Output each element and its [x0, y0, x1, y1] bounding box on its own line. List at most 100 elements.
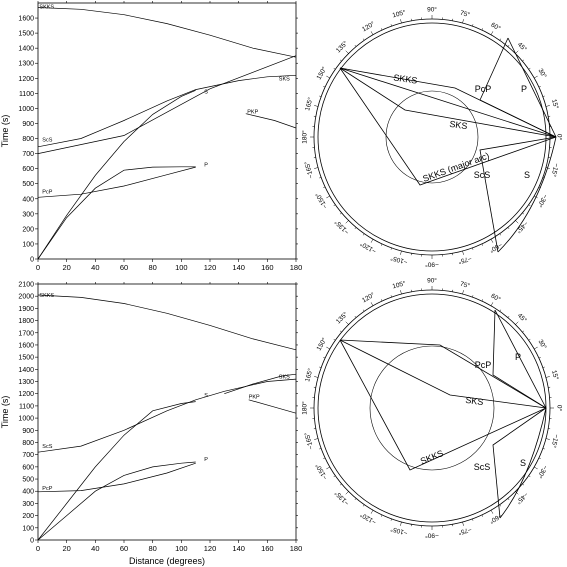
series-pkp-curve: [245, 113, 297, 129]
angle-label: 60°: [489, 21, 502, 33]
x-tick-label: 0: [36, 263, 40, 272]
series-scs-curve: [37, 378, 297, 453]
angle-label: 105°: [391, 8, 406, 19]
series-scs-curve: [37, 74, 297, 148]
y-tick-label: 2100: [18, 282, 34, 289]
bezel-tick: [333, 475, 336, 478]
bezel-tick: [545, 105, 550, 107]
core-circle: [369, 345, 495, 471]
ray-label: P: [521, 84, 527, 94]
bezel-tick: [333, 67, 336, 70]
bezel-tick: [515, 50, 519, 54]
y-axis-label: Time (s): [0, 115, 10, 148]
bezel-tick: [339, 212, 342, 215]
bezel-tick: [390, 247, 392, 250]
y-tick-label: 1500: [18, 31, 34, 38]
phase-label: SKS: [279, 374, 290, 380]
x-tick-label: 180: [290, 544, 303, 553]
bezel-tick: [362, 309, 365, 312]
bezel-tick: [390, 518, 392, 521]
x-tick-label: 100: [175, 544, 188, 553]
angle-label: −30°: [535, 193, 549, 209]
angle-label: −60°: [488, 241, 504, 255]
y-tick-label: 200: [22, 226, 34, 233]
angle-label: 90°: [427, 6, 437, 14]
bezel-tick: [545, 376, 550, 378]
bezel-tick: [538, 86, 541, 88]
bezel-tick: [507, 44, 510, 47]
ray-label: ScS: [474, 462, 491, 472]
bezel-tick: [499, 309, 502, 312]
angle-label: 150°: [315, 336, 329, 352]
phase-label: PcP: [42, 189, 52, 195]
sks-ray: [339, 339, 547, 409]
bezel-tick: [499, 233, 502, 236]
bezel-tick: [472, 518, 474, 521]
series-p-curve: [37, 166, 196, 260]
y-tick-label: 100: [22, 241, 34, 248]
bezel-tick: [499, 38, 502, 41]
ray-label: SKS: [449, 119, 468, 131]
phase-label: S: [204, 393, 208, 399]
outer-bezel-circle: [313, 289, 551, 527]
bezel-tick: [362, 504, 365, 507]
bezel-tick: [534, 466, 538, 470]
bezel-tick: [381, 514, 383, 517]
bezel-tick: [354, 227, 357, 230]
bezel-tick: [462, 521, 464, 526]
ray-label: PcP: [475, 84, 492, 94]
angle-label: −30°: [535, 464, 549, 480]
traveltime-plot-top: 0 20 40 60 80 100 120 140 160 180 0 100 200 300 400 500…: [0, 1, 302, 272]
bezel-tick: [314, 105, 319, 107]
bezel-tick: [538, 357, 541, 359]
bezel-tick: [323, 457, 326, 459]
x-tick-label: 160: [261, 544, 274, 553]
ray-label: SKS: [465, 395, 484, 407]
series-sks-curve: [37, 55, 297, 154]
ray-label: S: [524, 170, 530, 180]
bezel-tick: [490, 510, 494, 514]
y-tick-label: 600: [22, 166, 34, 173]
y-tick-label: 1700: [18, 330, 34, 337]
angle-label: 15°: [550, 369, 560, 381]
bezel-tick: [490, 31, 494, 35]
y-tick-label: 1300: [18, 379, 34, 386]
series-skks-curve: [37, 294, 297, 351]
bezel-tick: [326, 346, 330, 350]
series-skks-curve: [37, 7, 297, 58]
angle-label: −165°: [303, 431, 315, 450]
ray-label: SKKS: [393, 72, 418, 85]
bezel-tick: [326, 195, 330, 199]
skks-ray: [339, 339, 547, 471]
y-tick-label: 900: [22, 121, 34, 128]
bezel-tick: [507, 227, 510, 230]
bezel-tick: [319, 95, 322, 97]
phase-label: SKS: [279, 77, 290, 83]
angle-label: −15°: [549, 162, 560, 178]
ray-label: PcP: [475, 360, 492, 370]
y-tick-label: 300: [22, 501, 34, 508]
x-tick-label: 120: [204, 544, 217, 553]
y-tick-label: 1600: [18, 342, 34, 349]
bezel-tick: [333, 338, 336, 341]
y-tick-label: 200: [22, 513, 34, 520]
x-tick-label: 120: [204, 263, 217, 272]
bezel-tick: [370, 31, 374, 35]
bezel-tick: [390, 295, 392, 298]
bezel-tick: [354, 498, 357, 501]
bezel-tick: [354, 44, 357, 47]
bezel-tick: [370, 302, 374, 306]
bezel-tick: [481, 514, 483, 517]
bezel-tick: [314, 376, 319, 378]
scs-ray: [492, 407, 547, 519]
angle-label: −90°: [425, 261, 439, 269]
bezel-tick: [333, 204, 336, 207]
bezel-tick: [528, 338, 531, 341]
angle-label: 120°: [360, 291, 376, 305]
bezel-tick: [534, 75, 538, 79]
bezel-tick: [472, 247, 474, 250]
x-axis-label: Distance (degrees): [129, 556, 205, 566]
x-tick-label: 140: [232, 544, 245, 553]
angle-label: −150°: [314, 191, 330, 210]
